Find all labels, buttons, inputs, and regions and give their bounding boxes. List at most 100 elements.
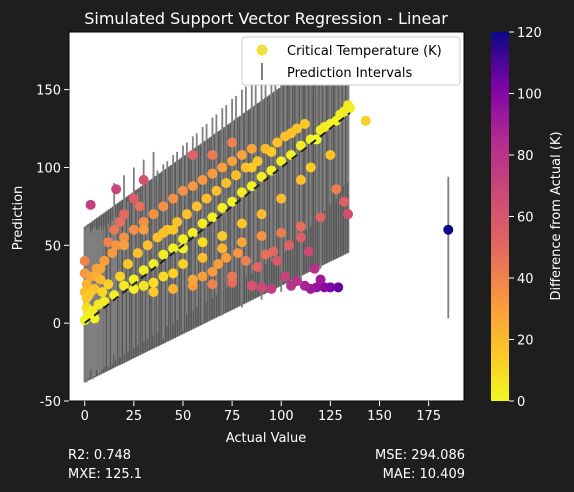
data-point — [168, 193, 179, 204]
x-tick-label: 50 — [175, 409, 192, 424]
data-point — [138, 265, 149, 276]
data-point — [227, 137, 238, 148]
legend-label-prediction-intervals: Prediction Intervals — [287, 66, 412, 81]
data-point — [81, 293, 92, 304]
data-point — [236, 218, 247, 229]
data-point — [168, 283, 179, 294]
data-point — [286, 150, 297, 160]
data-point — [134, 201, 145, 212]
data-point — [227, 271, 238, 282]
data-point — [109, 224, 120, 235]
colorbar-tick-label: 100 — [517, 88, 542, 103]
y-tick-label: 150 — [36, 84, 61, 99]
data-point — [158, 227, 169, 238]
data-point — [187, 181, 198, 192]
data-point — [79, 255, 90, 266]
data-point — [187, 274, 198, 285]
data-point — [138, 174, 149, 185]
data-point — [266, 146, 277, 157]
data-point — [207, 266, 218, 277]
data-point — [227, 196, 238, 207]
data-point — [211, 185, 222, 196]
data-point — [119, 240, 130, 251]
data-point — [272, 137, 283, 148]
data-point — [148, 209, 159, 220]
data-point — [227, 156, 238, 167]
data-point — [89, 313, 100, 324]
data-point — [148, 287, 159, 298]
data-point — [138, 280, 149, 291]
data-point — [295, 174, 306, 185]
data-point — [207, 168, 218, 179]
data-point — [303, 246, 314, 257]
data-point — [305, 162, 316, 173]
x-axis-ticks: 0 25 50 75 100 125 150 175 — [81, 401, 441, 424]
data-point — [299, 118, 310, 129]
data-point — [187, 227, 198, 238]
data-point — [286, 128, 297, 139]
data-point — [280, 271, 291, 282]
data-point — [172, 216, 183, 227]
y-axis-label: Prediction — [11, 186, 26, 251]
data-point — [111, 240, 122, 251]
data-point — [115, 216, 126, 227]
mse-metric: MSE: 294.086 — [375, 448, 465, 463]
data-point — [138, 216, 149, 227]
data-point — [132, 248, 143, 259]
data-point — [236, 237, 247, 248]
data-point — [299, 280, 310, 291]
data-point — [85, 199, 96, 210]
data-point — [260, 249, 271, 260]
data-point — [246, 162, 257, 173]
data-point — [233, 248, 244, 259]
x-tick-label: 75 — [224, 409, 241, 424]
data-point — [360, 115, 371, 126]
data-point — [284, 240, 295, 251]
x-tick-label: 125 — [318, 409, 343, 424]
data-point — [207, 279, 218, 290]
data-point — [295, 140, 306, 151]
data-point — [181, 209, 192, 220]
data-point — [240, 255, 251, 266]
colorbar-tick-label: 80 — [517, 149, 534, 164]
data-point — [191, 201, 202, 212]
data-point — [266, 165, 277, 176]
data-point — [177, 258, 188, 269]
data-point — [99, 296, 110, 307]
axes-group: 0 25 50 75 100 125 150 175 -50 0 50 100 150 — [36, 31, 465, 424]
data-point — [256, 282, 267, 293]
data-point — [343, 209, 354, 220]
data-point — [319, 282, 330, 293]
data-point — [177, 234, 188, 245]
data-point — [79, 315, 90, 326]
data-point — [122, 258, 133, 269]
data-point — [168, 268, 179, 279]
y-tick-label: 0 — [53, 317, 61, 332]
data-point — [213, 258, 224, 269]
data-point — [231, 170, 242, 181]
data-point — [268, 246, 279, 257]
data-point — [168, 224, 179, 235]
data-point — [207, 212, 218, 223]
plot-frame — [68, 31, 465, 402]
data-point — [158, 249, 169, 260]
data-point — [187, 150, 198, 160]
data-point — [295, 232, 306, 243]
data-point — [221, 252, 232, 263]
y-axis-ticks: -50 0 50 100 150 — [36, 84, 69, 410]
data-point — [97, 287, 108, 298]
colorbar-tick-label: 0 — [517, 395, 525, 410]
data-point — [95, 263, 106, 274]
data-point — [177, 243, 188, 254]
data-point — [325, 150, 336, 160]
data-point — [197, 252, 208, 263]
data-points — [79, 100, 454, 326]
data-point — [197, 271, 208, 282]
colorbar-tick-label: 40 — [517, 272, 534, 287]
data-point — [177, 185, 188, 196]
data-point — [252, 262, 263, 273]
chart-title: Simulated Support Vector Regression - Li… — [84, 9, 448, 28]
data-point — [217, 230, 228, 241]
legend-marker-critical-temperature — [256, 44, 268, 56]
data-point — [272, 255, 283, 266]
